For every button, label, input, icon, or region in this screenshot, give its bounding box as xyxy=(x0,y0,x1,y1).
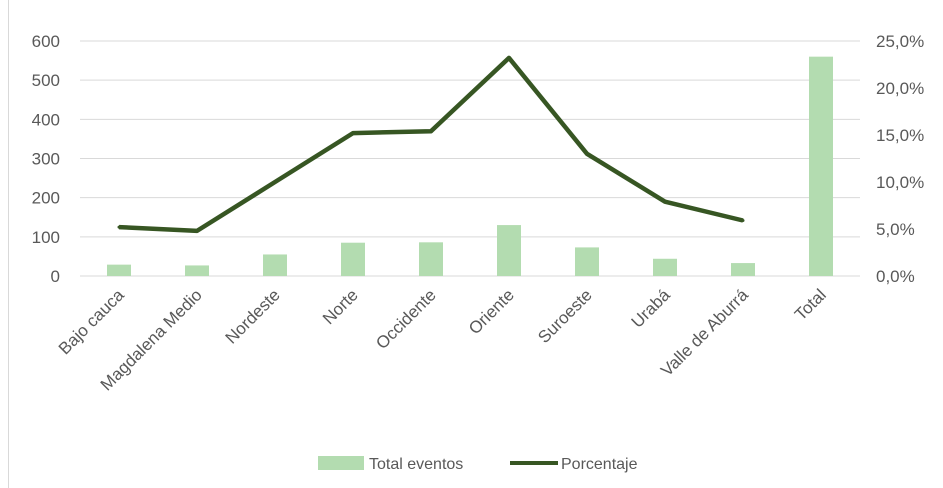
bar xyxy=(419,242,443,276)
legend-label-total-eventos: Total eventos xyxy=(369,456,463,473)
line-point xyxy=(117,225,121,229)
right-tick-label: 20,0% xyxy=(876,79,924,98)
bar xyxy=(185,265,209,276)
x-tick-label: Nordeste xyxy=(222,285,284,347)
line-point xyxy=(195,229,199,233)
left-tick-label: 200 xyxy=(32,189,60,208)
left-axis-ticks: 0 100 200 300 400 500 600 xyxy=(32,32,60,286)
left-tick-label: 100 xyxy=(32,228,60,247)
gridlines xyxy=(80,40,860,277)
legend: Total eventos Porcentaje xyxy=(318,456,638,473)
right-tick-label: 10,0% xyxy=(876,173,924,192)
line-path xyxy=(118,55,744,234)
bar xyxy=(731,263,755,276)
line-point xyxy=(507,56,511,60)
right-tick-label: 5,0% xyxy=(876,220,915,239)
line-series-porcentaje xyxy=(117,55,745,234)
line-point xyxy=(429,129,433,133)
legend-swatch-total-eventos xyxy=(318,456,364,470)
right-tick-label: 25,0% xyxy=(876,32,924,51)
line-point xyxy=(585,152,589,156)
x-tick-label: Total xyxy=(791,285,830,324)
bar xyxy=(107,264,131,276)
bar xyxy=(497,225,521,276)
x-tick-label: Suroeste xyxy=(534,285,596,347)
left-tick-label: 300 xyxy=(32,150,60,169)
bar-series-total-eventos xyxy=(107,56,833,276)
line-point xyxy=(351,131,355,135)
line-point xyxy=(273,180,277,184)
bar xyxy=(341,242,365,276)
x-tick-label: Bajo cauca xyxy=(55,285,128,358)
x-tick-label: Urabá xyxy=(628,285,675,332)
right-tick-label: 15,0% xyxy=(876,126,924,145)
bar xyxy=(575,247,599,276)
x-tick-label: Norte xyxy=(319,285,362,328)
bar xyxy=(263,254,287,276)
left-tick-label: 0 xyxy=(51,267,60,286)
x-tick-label: Occidente xyxy=(372,285,440,353)
left-tick-label: 600 xyxy=(32,32,60,51)
legend-label-porcentaje: Porcentaje xyxy=(561,456,638,473)
right-axis-ticks: 0,0% 5,0% 10,0% 15,0% 20,0% 25,0% xyxy=(876,32,924,286)
left-tick-label: 500 xyxy=(32,71,60,90)
left-tick-label: 400 xyxy=(32,110,60,129)
right-tick-label: 0,0% xyxy=(876,267,915,286)
chart-border-line xyxy=(8,0,9,488)
x-tick-label: Oriente xyxy=(465,285,518,338)
bar xyxy=(809,56,833,276)
line-point xyxy=(741,219,745,223)
line-point xyxy=(663,200,667,204)
bar xyxy=(653,258,677,276)
